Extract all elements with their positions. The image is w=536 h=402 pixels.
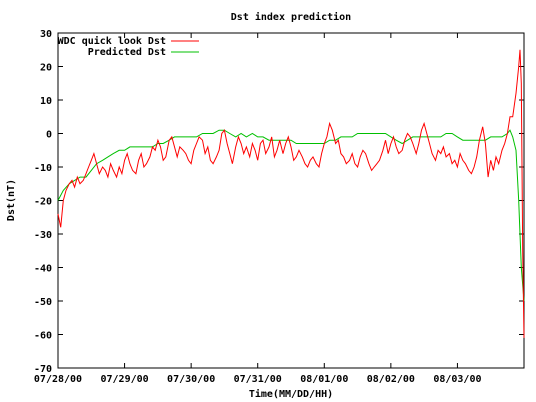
x-tick-label: 08/02/00 — [367, 374, 415, 385]
y-tick-label: 30 — [40, 29, 52, 40]
x-tick-label: 07/28/00 — [34, 374, 82, 385]
series-line-wdc — [57, 49, 525, 338]
series-layer — [57, 49, 525, 338]
y-tick-label: 10 — [40, 96, 52, 107]
y-tick-label: -30 — [34, 230, 52, 241]
legend-label-wdc: WDC quick look Dst — [58, 35, 166, 47]
x-axis: 07/28/00 07/29/00 07/30/00 07/31/00 08/01/00… — [34, 33, 482, 385]
y-axis: 30 20 10 0 -10 -20 -30 -40 -50 -60 -70 — [34, 29, 524, 375]
legend-label-predicted: Predicted Dst — [88, 46, 166, 58]
legend: WDC quick look Dst Predicted Dst — [58, 35, 199, 58]
x-tick-label: 08/03/00 — [433, 374, 481, 385]
plot-frame — [57, 32, 525, 369]
y-tick-label: -10 — [34, 163, 52, 174]
x-axis-label: Time(MM/DD/HH) — [249, 388, 333, 400]
series-line-predicted — [57, 129, 525, 302]
y-tick-label: -60 — [34, 331, 52, 342]
x-tick-label: 07/29/00 — [100, 374, 148, 385]
y-axis-label: Dst(nT) — [6, 179, 17, 221]
x-tick-label: 07/30/00 — [167, 374, 215, 385]
y-tick-label: -20 — [34, 197, 52, 208]
y-tick-label: -50 — [34, 297, 52, 308]
x-tick-label: 07/31/00 — [234, 374, 282, 385]
y-tick-label: 0 — [46, 130, 52, 141]
y-tick-label: -70 — [34, 364, 52, 375]
y-tick-label: -40 — [34, 264, 52, 275]
x-tick-label: 08/01/00 — [300, 374, 348, 385]
chart-title: Dst index prediction — [231, 11, 351, 23]
y-tick-label: 20 — [40, 63, 52, 74]
